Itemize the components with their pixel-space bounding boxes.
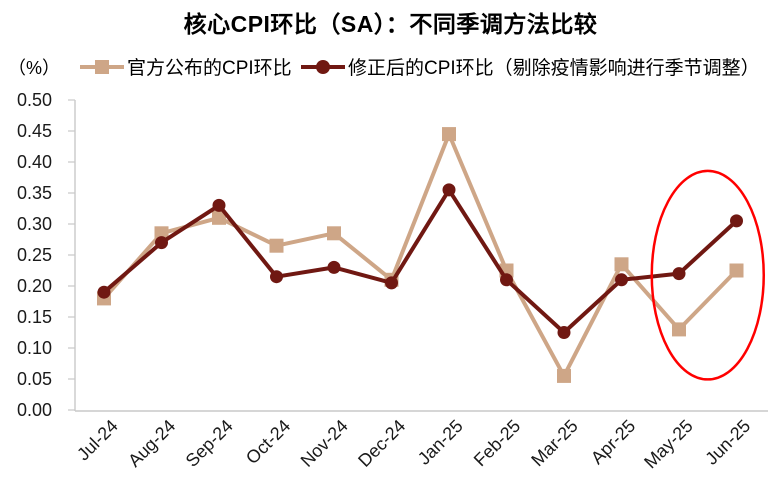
data-point-square [327,226,341,241]
data-point-square [729,263,744,278]
data-point-circle [730,214,743,228]
data-point-circle [97,285,111,299]
x-axis-label: Jan-25 [414,416,467,469]
y-axis-tick-label: 0.20 [17,276,52,296]
x-axis-label: Nov-24 [297,416,352,471]
x-axis-label: Apr-25 [587,416,639,468]
legend-square-marker-icon [95,59,109,74]
x-axis-label: Feb-25 [470,416,524,470]
y-axis-tick-label: 0.45 [17,121,52,141]
x-axis-label: Dec-24 [354,416,409,471]
x-axis-label: May-25 [640,416,697,473]
legend-item-official: 官方公布的CPI环比 [80,53,292,80]
chart-title: 核心CPI环比（SA）：不同季调方法比较 [183,11,598,37]
x-axis-label: Sep-24 [182,416,237,471]
data-point-square [614,257,629,272]
data-point-square [154,226,169,241]
data-point-circle [442,183,456,197]
legend-label-official: 官方公布的CPI环比 [127,58,292,79]
y-axis-tick-label: 0.15 [17,307,52,327]
official-series-legend-marker-icon [80,58,124,76]
x-axis-label: Oct-24 [242,416,294,468]
legend-circle-marker-icon [316,59,330,74]
y-axis-tick-label: 0.50 [17,90,52,110]
x-axis-label: Aug-24 [124,416,179,471]
y-axis-tick-label: 0.35 [17,183,52,203]
data-point-circle [212,198,226,212]
data-point-square [212,210,226,225]
legend-item-revised: 修正后的CPI环比（剔除疫情影响进行季节调整） [301,53,760,80]
x-axis-label: Jul-24 [73,416,122,465]
series-line-0 [102,132,739,378]
data-point-circle [270,270,283,284]
legend-label-revised: 修正后的CPI环比（剔除疫情影响进行季节调整） [348,58,760,79]
data-point-circle [155,236,168,250]
data-point-circle [557,326,571,339]
data-point-square [442,127,456,142]
data-point-circle [615,273,628,287]
revised-series-legend-marker-icon [301,58,345,76]
data-point-circle [327,260,341,274]
y-axis-unit-label: （%） [8,58,61,78]
data-point-circle [385,276,398,290]
data-point-square [269,238,284,253]
y-axis-tick-label: 0.10 [17,338,52,358]
series-line-1 [102,187,739,335]
y-axis-tick-label: 0.40 [17,152,52,172]
y-axis-tick-label: 0.00 [17,400,52,420]
y-axis-tick-label: 0.30 [17,214,52,234]
highlight-ellipse [650,169,765,381]
data-point-circle [672,267,686,281]
data-point-circle [500,273,513,287]
data-point-square [672,322,686,337]
x-axis-label: Mar-25 [527,416,581,470]
y-axis-tick-label: 0.25 [17,245,52,265]
x-axis-label: Jun-25 [701,416,754,469]
y-axis-tick-label: 0.05 [17,369,52,389]
data-point-square [557,368,571,383]
